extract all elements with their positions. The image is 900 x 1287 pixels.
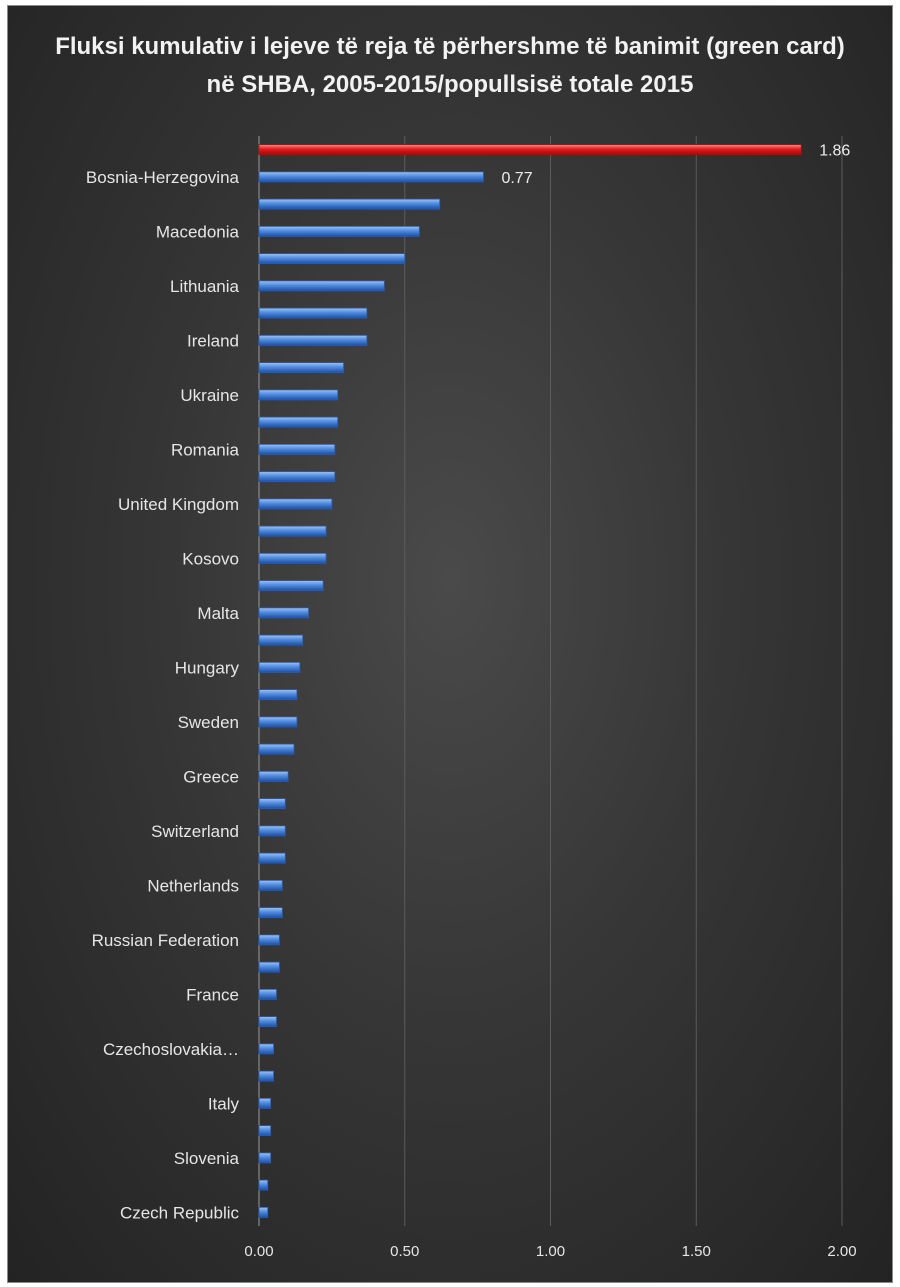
data-label: 0.77: [501, 170, 532, 187]
category-label: Malta: [197, 604, 239, 623]
category-label: Macedonia: [156, 222, 240, 241]
bar: [258, 1206, 269, 1218]
category-label: Netherlands: [147, 876, 239, 895]
bar: [258, 879, 283, 891]
bar: [258, 362, 344, 374]
bar: [258, 798, 286, 810]
bar: [258, 1097, 272, 1109]
chart-frame: Fluksi kumulativ i lejeve të reja të për…: [7, 5, 893, 1283]
category-label: Ukraine: [180, 386, 239, 405]
x-tick-label: 0.50: [390, 1243, 419, 1260]
bar: [258, 280, 385, 292]
category-label: Lithuania: [170, 277, 240, 296]
category-label: Slovenia: [174, 1149, 240, 1168]
category-labels: Bosnia-Herzegovina Macedonia Lithuania Irel…: [86, 168, 240, 1223]
bar-chart: Bosnia-Herzegovina Macedonia Lithuania Irel…: [86, 136, 857, 1260]
bar: [258, 852, 286, 864]
bar: [258, 171, 484, 183]
category-label: Hungary: [175, 658, 240, 677]
bar: [258, 1016, 277, 1028]
bar: [258, 661, 301, 673]
bar: [258, 634, 304, 646]
category-label: Romania: [171, 440, 240, 459]
category-label: Switzerland: [151, 822, 239, 841]
x-tick-label: 1.50: [682, 1243, 711, 1260]
bar: [258, 1152, 272, 1164]
data-label: 1.86: [819, 143, 850, 160]
bar: [258, 416, 339, 428]
chart-title: Fluksi kumulativ i lejeve të reja të për…: [55, 33, 845, 98]
category-label: Sweden: [178, 713, 239, 732]
bar: [258, 443, 336, 455]
x-tick-label: 2.00: [827, 1243, 856, 1260]
category-label: Greece: [183, 767, 239, 786]
bars: [258, 144, 802, 1218]
highlight-bar: [258, 144, 802, 156]
bar: [258, 988, 277, 1000]
bar: [258, 1070, 274, 1082]
category-label: France: [186, 985, 239, 1004]
bar: [258, 743, 295, 755]
x-tick-label: 0.00: [244, 1243, 273, 1260]
data-labels: 1.86 0.77: [501, 143, 850, 187]
bar: [258, 525, 327, 537]
category-label: Czech Republic: [120, 1203, 240, 1222]
bar: [258, 907, 283, 919]
x-tick-labels: 0.00 0.50 1.00 1.50 2.00: [244, 1243, 856, 1260]
bar: [258, 334, 368, 346]
bar: [258, 225, 420, 237]
bar: [258, 1179, 269, 1191]
bar: [258, 607, 309, 619]
category-label: Kosovo: [182, 549, 239, 568]
bar: [258, 934, 280, 946]
category-label: Ireland: [187, 331, 239, 350]
bar: [258, 389, 339, 401]
bar: [258, 580, 324, 592]
bar: [258, 198, 441, 210]
bar: [258, 1125, 272, 1137]
category-label: Italy: [208, 1094, 240, 1113]
gridlines: [258, 136, 843, 1226]
bar: [258, 716, 298, 728]
bar: [258, 961, 280, 973]
bar: [258, 307, 368, 319]
category-label: Bosnia-Herzegovina: [86, 168, 240, 187]
category-label: United Kingdom: [118, 495, 239, 514]
bar: [258, 689, 298, 701]
category-label: Russian Federation: [92, 931, 239, 950]
category-label: Czechoslovakia…: [103, 1040, 239, 1059]
bar: [258, 1043, 274, 1055]
bar: [258, 253, 406, 265]
x-tick-label: 1.00: [536, 1243, 565, 1260]
bar: [258, 770, 289, 782]
bar: [258, 552, 327, 564]
bar: [258, 825, 286, 837]
bar: [258, 498, 333, 510]
bar: [258, 471, 336, 483]
